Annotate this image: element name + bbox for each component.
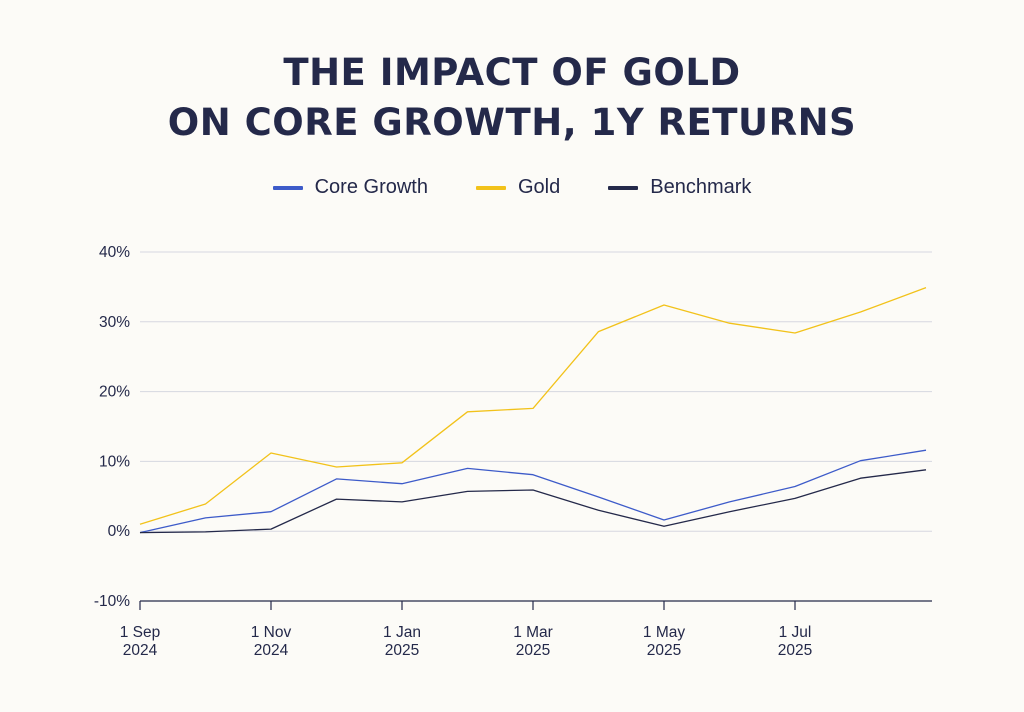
legend-swatch-core-growth	[272, 185, 303, 190]
series-line-gold	[139, 286, 927, 525]
x-tick-label-3-line2: 2025	[516, 642, 550, 659]
legend-item-gold: Gold	[475, 176, 561, 199]
x-axis	[139, 600, 932, 610]
x-tick-label-1-line2: 2024	[254, 642, 289, 659]
x-tick-label-4-line1: 1 May	[643, 624, 685, 641]
legend-swatch-gold	[475, 185, 506, 190]
y-tick-label-1: 30%	[99, 314, 130, 331]
x-tick-label-5-line2: 2025	[778, 642, 812, 659]
x-tick-label-1-line1: 1 Nov	[251, 624, 292, 641]
x-tick-label-2-line2: 2025	[385, 642, 419, 659]
legend-item-core-growth: Core Growth	[272, 176, 428, 199]
y-tick-label-3: 10%	[99, 453, 130, 470]
grid-lines	[140, 251, 932, 532]
x-tick-label-0-line2: 2024	[123, 642, 158, 659]
y-axis-labels: 40% 30% 20% 10% 0% -10%	[94, 244, 130, 610]
legend-swatch-benchmark	[608, 185, 639, 190]
y-tick-label-4: 0%	[108, 523, 131, 540]
legend-item-benchmark: Benchmark	[608, 176, 751, 199]
chart-title-line-1: THE IMPACT OF GOLD	[283, 51, 741, 94]
x-tick-label-0-line1: 1 Sep	[120, 624, 161, 641]
x-tick-label-4-line2: 2025	[647, 642, 681, 659]
y-tick-label-5: -10%	[94, 593, 130, 610]
chart-title: THE IMPACT OF GOLD ON CORE GROWTH, 1Y RE…	[0, 48, 1024, 148]
legend-label-core-growth: Core Growth	[314, 176, 428, 198]
y-tick-label-2: 20%	[99, 384, 130, 401]
series-line-benchmark	[139, 469, 927, 534]
x-tick-label-2-line1: 1 Jan	[383, 624, 421, 641]
series-lines	[139, 286, 927, 534]
legend-label-benchmark: Benchmark	[650, 176, 752, 198]
chart-title-line-2: ON CORE GROWTH, 1Y RETURNS	[167, 101, 857, 144]
chart-legend: Core Growth Gold Benchmark	[0, 176, 1024, 199]
legend-label-gold: Gold	[517, 176, 561, 198]
x-tick-label-5-line1: 1 Jul	[779, 624, 812, 641]
x-tick-label-3-line1: 1 Mar	[513, 624, 553, 641]
series-line-core-growth	[139, 449, 927, 534]
y-tick-label-0: 40%	[99, 244, 130, 261]
